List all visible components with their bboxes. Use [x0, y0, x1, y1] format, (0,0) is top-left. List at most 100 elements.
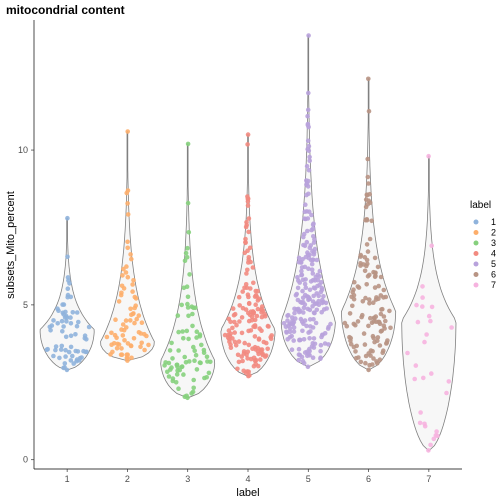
data-point: [113, 317, 118, 323]
data-point: [444, 390, 449, 396]
data-point: [376, 319, 381, 325]
data-point: [185, 141, 191, 147]
data-point: [378, 311, 384, 317]
data-point: [244, 219, 249, 225]
data-point: [301, 337, 307, 342]
data-point: [68, 344, 74, 350]
data-point: [305, 252, 311, 258]
data-point: [312, 310, 317, 316]
data-point: [420, 284, 425, 289]
legend-key-5: [473, 261, 479, 267]
data-point: [388, 325, 393, 331]
data-point: [235, 366, 240, 372]
data-point: [119, 327, 124, 332]
data-point: [301, 361, 307, 366]
data-point: [377, 343, 383, 348]
data-point: [239, 330, 245, 336]
data-point: [125, 239, 130, 245]
data-point: [305, 138, 311, 144]
data-point: [58, 347, 64, 352]
data-point: [235, 352, 241, 358]
data-point: [118, 352, 124, 358]
data-point: [420, 304, 425, 309]
data-point: [309, 212, 314, 218]
data-point: [242, 340, 247, 346]
data-point: [428, 318, 433, 324]
data-point: [186, 230, 192, 235]
data-point: [190, 323, 195, 329]
data-point: [303, 202, 308, 207]
data-point: [132, 294, 138, 300]
data-point: [84, 349, 89, 355]
data-point: [358, 252, 364, 258]
data-point: [116, 299, 122, 304]
data-point: [120, 333, 126, 338]
data-point: [182, 394, 188, 400]
legend-key-2: [473, 230, 479, 235]
data-point: [358, 263, 363, 268]
data-point: [424, 332, 429, 337]
data-point: [382, 326, 387, 331]
data-point: [309, 267, 315, 273]
data-point: [298, 299, 303, 305]
data-point: [251, 324, 256, 329]
data-point: [61, 324, 66, 329]
data-point: [368, 353, 373, 358]
data-point: [259, 328, 264, 334]
data-point: [367, 301, 372, 306]
data-point: [125, 129, 130, 134]
violin-group-4: [220, 132, 276, 379]
data-point: [197, 332, 203, 337]
data-point: [225, 332, 231, 338]
data-point: [197, 360, 203, 365]
data-point: [51, 353, 56, 359]
data-point: [118, 292, 124, 298]
data-point: [295, 285, 301, 291]
data-point: [129, 312, 134, 318]
data-point: [309, 261, 315, 267]
data-point: [129, 256, 134, 262]
data-point: [420, 295, 425, 300]
data-point: [199, 342, 204, 348]
legend-key-3: [473, 240, 479, 246]
legend-label-6: 6: [491, 270, 496, 280]
data-point: [53, 344, 59, 349]
data-point: [413, 363, 419, 368]
data-point: [176, 329, 181, 335]
data-point: [310, 325, 316, 330]
data-point: [364, 242, 370, 247]
data-point: [241, 351, 247, 356]
data-point: [193, 352, 199, 358]
data-point: [248, 286, 253, 291]
data-point: [311, 336, 317, 341]
data-point: [381, 348, 386, 354]
data-point: [306, 294, 311, 300]
data-point: [259, 307, 264, 313]
data-point: [318, 289, 324, 295]
data-point: [310, 226, 316, 231]
data-point: [65, 294, 70, 300]
data-point: [255, 298, 261, 303]
data-point: [59, 343, 65, 349]
data-point: [285, 313, 290, 319]
data-point: [245, 142, 250, 147]
data-point: [296, 255, 302, 261]
data-point: [70, 310, 76, 315]
data-point: [426, 153, 431, 159]
data-point: [185, 294, 191, 300]
data-point: [289, 315, 295, 320]
data-point: [133, 303, 138, 309]
data-point: [170, 356, 175, 361]
data-point: [186, 336, 191, 342]
data-point: [63, 354, 68, 359]
data-point: [255, 306, 261, 312]
data-point: [136, 330, 142, 335]
data-point: [245, 248, 250, 253]
x-tick-label: 6: [366, 474, 371, 484]
data-point: [205, 359, 210, 364]
data-point: [125, 245, 130, 251]
data-point: [366, 367, 371, 373]
data-point: [314, 257, 320, 263]
data-point: [68, 321, 74, 326]
